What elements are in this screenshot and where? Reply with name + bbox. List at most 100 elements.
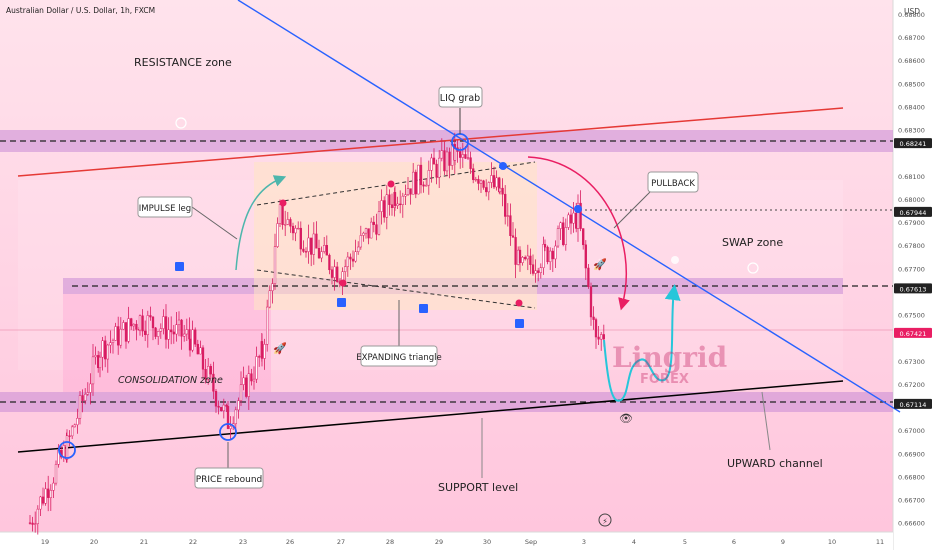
candle-body (115, 327, 117, 341)
candle-body (598, 337, 600, 339)
candle-body (496, 178, 498, 187)
candle-body (287, 219, 289, 224)
candle-body (245, 378, 247, 397)
candle-body (110, 343, 112, 345)
candle-body (357, 247, 359, 252)
candle-body (549, 251, 551, 262)
candle-body (192, 330, 194, 350)
candle-body (297, 228, 299, 229)
candle-body (336, 267, 338, 282)
candle-body (405, 195, 407, 196)
candle-body (223, 405, 225, 411)
price-marker: 0.67944 (894, 207, 932, 217)
candle-body (449, 152, 451, 165)
svg-text:0.67114: 0.67114 (900, 401, 927, 409)
candle-body (502, 188, 504, 194)
candle-body (412, 172, 414, 194)
candle-body (99, 357, 101, 368)
candle-body (557, 229, 559, 246)
candle-body (40, 497, 42, 509)
candle-body (42, 497, 44, 503)
candle-body (308, 238, 310, 252)
candle-body (459, 151, 461, 157)
triangle-pivot-4 (516, 300, 523, 307)
price-marker: 0.67114 (894, 399, 932, 409)
candle-body (142, 316, 144, 331)
candle-body (284, 224, 286, 225)
y-tick-label: 0.68500 (898, 80, 925, 88)
candle-body (522, 257, 524, 262)
triangle-pivot-3 (340, 280, 347, 287)
svg-text:0.68241: 0.68241 (900, 140, 927, 148)
consolidation-zone-label: CONSOLIDATION zone (118, 375, 223, 386)
candle-body (183, 334, 185, 336)
candle-body (397, 204, 399, 206)
candle-body (535, 271, 537, 274)
candle-body (90, 384, 92, 393)
candle-body (491, 175, 493, 182)
candle-body (264, 344, 266, 358)
candle-body (512, 236, 514, 238)
x-tick-label: 4 (632, 538, 636, 546)
svg-text:⚡: ⚡ (602, 517, 608, 526)
candle-body (573, 213, 575, 223)
candle-body (256, 356, 258, 379)
candle-body (269, 291, 271, 307)
y-tick-label: 0.66700 (898, 497, 925, 505)
candle-body (243, 378, 245, 385)
candle-body (71, 427, 73, 436)
svg-text:EXPANDING triangle: EXPANDING triangle (356, 353, 441, 363)
candle-body (438, 158, 440, 177)
candle-body (565, 227, 567, 244)
candle-body (200, 348, 202, 354)
x-tick-label: 28 (386, 538, 394, 546)
candle-body (189, 339, 191, 350)
x-tick-label: 6 (732, 538, 736, 546)
candle-body (402, 196, 404, 204)
candle-body (350, 257, 352, 259)
x-tick-label: 22 (189, 538, 197, 546)
candle-body (77, 418, 79, 425)
candle-body (240, 385, 242, 401)
candle-body (537, 271, 539, 273)
price-marker: 0.67421 (894, 328, 932, 338)
candle-body (290, 219, 292, 226)
candle-body (603, 334, 605, 339)
candle-body (197, 344, 199, 354)
y-tick-label: 0.68300 (898, 127, 925, 135)
candle-body (590, 287, 592, 317)
candle-body (102, 341, 104, 357)
candle-body (165, 317, 167, 340)
y-tick-label: 0.68700 (898, 34, 925, 42)
candle-body (144, 331, 146, 335)
candle-body (423, 185, 425, 186)
candle-body (363, 233, 365, 235)
candle-body (428, 170, 430, 185)
candle-body (50, 490, 52, 497)
candle-body (120, 329, 122, 345)
candle-body (575, 213, 577, 228)
svg-text:LIQ grab: LIQ grab (440, 93, 480, 104)
candle-body (510, 216, 512, 236)
candle-body (483, 181, 485, 188)
candle-body (45, 489, 47, 503)
candle-body (295, 228, 297, 233)
candle-body (168, 330, 170, 340)
candle-body (310, 238, 312, 254)
y-tick-label: 0.66600 (898, 520, 925, 528)
candle-body (150, 315, 152, 317)
candle-body (123, 323, 125, 330)
triangle-pivot-1 (280, 200, 287, 207)
y-tick-label: 0.66900 (898, 450, 925, 458)
candle-body (544, 244, 546, 247)
candle-body (532, 265, 534, 274)
candle-body (431, 158, 433, 170)
x-tick-label: Sep (525, 538, 537, 546)
candle-body (248, 374, 250, 397)
candle-body (318, 248, 320, 258)
candle-body (415, 172, 417, 194)
candle-body (274, 247, 276, 284)
x-tick-label: 10 (828, 538, 836, 546)
swap-zone-label: SWAP zone (722, 236, 783, 249)
